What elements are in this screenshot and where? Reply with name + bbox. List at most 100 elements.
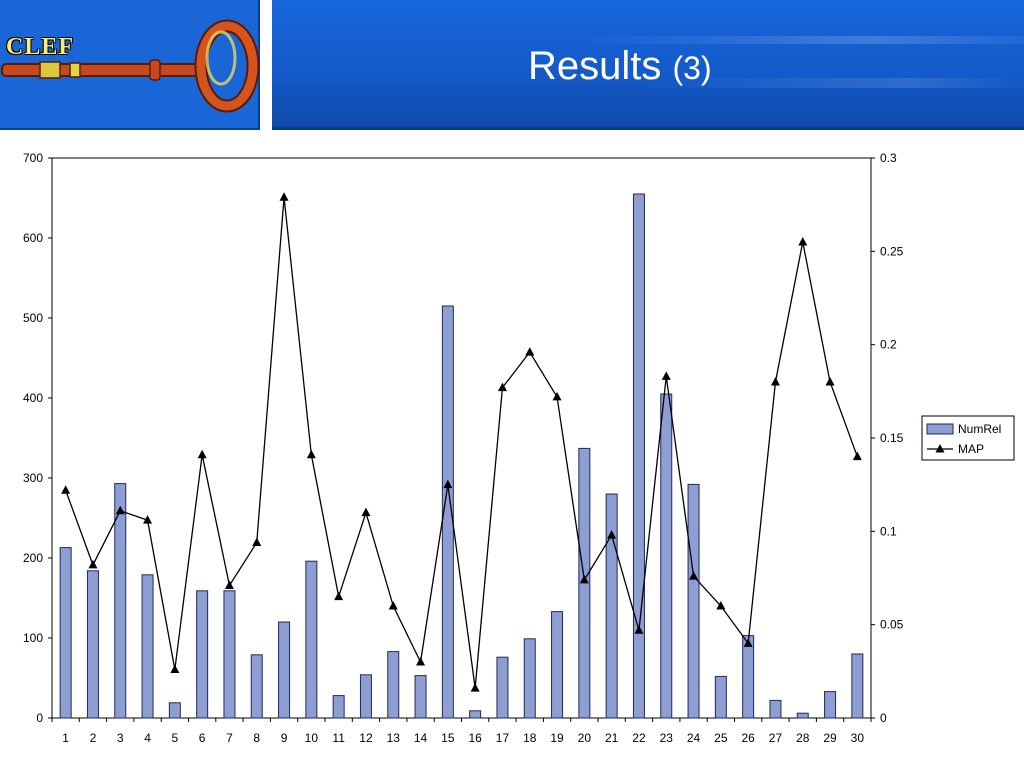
line-series [61, 192, 862, 692]
logo-panel: CLEF [0, 0, 260, 130]
bar [141, 574, 154, 719]
x-tick-label: 15 [441, 731, 455, 745]
map-point [416, 657, 426, 666]
x-tick-label: 3 [117, 731, 124, 745]
logo-text: CLEF [6, 34, 75, 60]
x-tick-label: 13 [387, 731, 401, 745]
map-point [798, 237, 808, 246]
left-tick-label: 600 [23, 231, 43, 245]
map-point [252, 537, 262, 547]
x-tick-label: 26 [741, 731, 755, 745]
bar [441, 305, 454, 719]
map-point [661, 371, 671, 380]
map-point [334, 591, 344, 601]
map-point [579, 574, 589, 584]
x-tick-label: 28 [796, 731, 810, 745]
map-point [825, 377, 835, 386]
legend-box [921, 415, 1015, 461]
bar [851, 653, 864, 719]
x-tick-label: 21 [605, 731, 619, 745]
x-tick-label: 29 [823, 731, 837, 745]
right-tick-label: 0 [880, 711, 887, 725]
legend: NumRel MAP [921, 415, 1015, 461]
x-tick-label: 1 [62, 731, 69, 745]
page-title-number: (3) [672, 50, 712, 86]
map-point [497, 382, 507, 392]
left-tick-label: 200 [23, 551, 43, 565]
x-tick-label: 16 [468, 731, 482, 745]
title-band-rule [272, 127, 1024, 130]
title-band-shine [272, 36, 1024, 44]
bar [114, 483, 127, 719]
x-tick-label: 17 [496, 731, 510, 745]
map-point [634, 625, 644, 634]
map-line [65, 197, 858, 689]
right-tick-label: 0.25 [880, 244, 904, 258]
bar [168, 702, 181, 719]
x-tick-label: 6 [199, 731, 206, 745]
legend-line-marker [935, 444, 945, 453]
bar [59, 547, 72, 719]
bar [278, 621, 291, 719]
x-tick-label: 19 [550, 731, 564, 745]
bar [660, 393, 673, 719]
right-tick-label: 0.1 [880, 524, 897, 538]
x-tick-label: 4 [144, 731, 151, 745]
x-tick-label: 5 [172, 731, 179, 745]
map-point [607, 530, 617, 539]
left-tick-label: 700 [23, 151, 43, 165]
legend-label-numrel: NumRel [958, 422, 1001, 436]
bar [414, 675, 427, 719]
map-point [852, 451, 862, 461]
bar [86, 570, 99, 719]
bar [742, 635, 755, 719]
map-point [552, 391, 562, 401]
x-tick-label: 9 [281, 731, 288, 745]
right-tick-label: 0.15 [880, 431, 904, 445]
left-tick-label: 0 [36, 711, 43, 725]
legend-label-map: MAP [958, 442, 984, 456]
map-point [61, 485, 71, 494]
x-tick-label: 24 [687, 731, 701, 745]
legend-bar-swatch [926, 423, 954, 435]
left-tick-label: 500 [23, 311, 43, 325]
bar [332, 695, 345, 719]
x-tick-label: 10 [305, 731, 319, 745]
map-point [689, 571, 699, 580]
map-point [388, 601, 398, 610]
bar [796, 712, 809, 719]
x-tick-label: 2 [90, 731, 97, 745]
bar [687, 483, 700, 719]
plot-area-border [51, 157, 872, 719]
x-tick-label: 20 [578, 731, 592, 745]
x-tick-label: 11 [332, 731, 345, 745]
map-point [770, 377, 780, 386]
bar [387, 651, 400, 719]
chart: 0 100 200 300 400 500 600 700 0 0.05 0.1 0.15 0.2 0.2… [23, 151, 1015, 745]
chart-axes [48, 157, 875, 722]
bar [605, 493, 618, 719]
right-tick-label: 0.2 [880, 338, 897, 352]
map-point [170, 664, 180, 673]
x-tick-label: 22 [632, 731, 646, 745]
right-tick-label: 0.05 [880, 618, 904, 632]
x-tick-label: 18 [523, 731, 537, 745]
map-point [143, 515, 153, 524]
bar [196, 590, 209, 719]
left-tick-label: 400 [23, 391, 43, 405]
x-tick-label: 25 [714, 731, 728, 745]
bar [305, 560, 318, 719]
map-point [115, 505, 125, 515]
page-title-text: Results [528, 44, 662, 88]
x-tick-label: 7 [226, 731, 233, 745]
key-icon [1, 19, 260, 113]
title-band-shine-lower [272, 78, 1024, 88]
bar [714, 675, 727, 719]
bar [223, 590, 236, 719]
x-tick-label: 8 [253, 731, 260, 745]
map-point [743, 638, 753, 647]
map-point [361, 507, 371, 517]
bar [496, 656, 509, 719]
tick-labels: 0 100 200 300 400 500 600 700 0 0.05 0.1 0.15 0.2 0.2… [23, 151, 904, 745]
map-point [279, 192, 289, 201]
